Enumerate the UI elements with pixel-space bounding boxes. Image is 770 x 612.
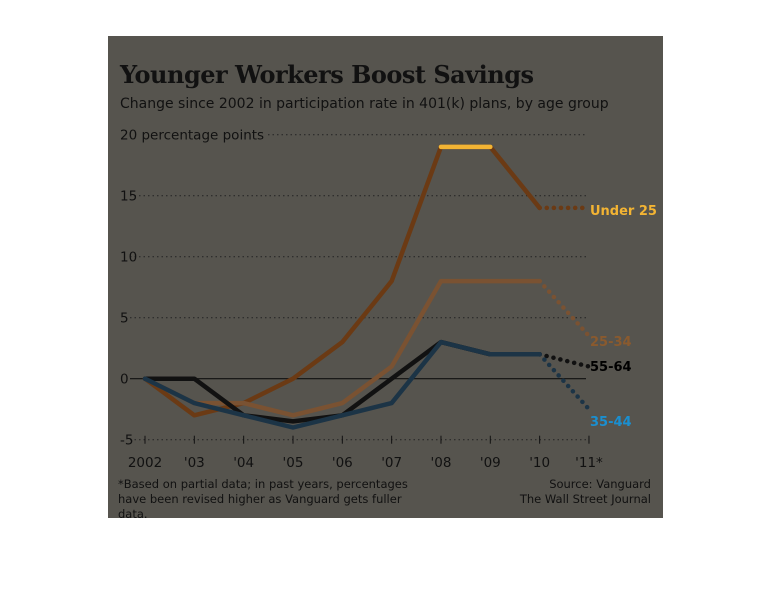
x-tick-label: 2002 — [128, 455, 162, 471]
series-line-25-34 — [142, 278, 542, 418]
series-label-25-34: 25-34 — [590, 335, 632, 350]
credits: Source: Vanguard The Wall Street Journal — [520, 477, 651, 507]
series-label-under-25: Under 25 — [590, 204, 657, 219]
y-tick-label: -5 — [120, 433, 133, 449]
x-tick-label: '10 — [529, 455, 550, 471]
y-tick-label: 5 — [120, 311, 129, 327]
series-label-55-64: 55-64 — [590, 360, 632, 375]
x-tick-label: '04 — [233, 455, 254, 471]
footnote: *Based on partial data; in past years, p… — [118, 477, 408, 521]
series-partial-25-34 — [537, 278, 592, 339]
y-tick-label: 15 — [120, 189, 137, 205]
y-tick-label: 10 — [120, 250, 137, 266]
y-tick-label: 20 percentage points — [120, 128, 264, 144]
chart-subtitle: Change since 2002 in participation rate … — [120, 96, 609, 112]
publisher-label: The Wall Street Journal — [519, 492, 651, 506]
x-tick-label: '03 — [184, 455, 205, 471]
series-label-35-44: 35-44 — [590, 415, 632, 430]
x-tick-label: '09 — [480, 455, 501, 471]
source-label: Source: Vanguard — [549, 477, 651, 491]
x-tick-label: '08 — [431, 455, 452, 471]
chart-panel: Younger Workers Boost Savings Change sin… — [108, 36, 663, 521]
x-tick-label: '06 — [332, 455, 353, 471]
series-line-35-44 — [142, 339, 542, 430]
x-tick-label: '05 — [283, 455, 304, 471]
series-partial-35-44 — [537, 352, 592, 412]
y-tick-label: 0 — [120, 372, 129, 388]
series-partial-55-64 — [537, 352, 592, 369]
chart-title: Younger Workers Boost Savings — [120, 60, 534, 89]
x-tick-label: '07 — [381, 455, 402, 471]
x-tick-label: '11* — [575, 455, 603, 471]
line-chart: -5 0 5 10 15 20 percentage points 2002 '03 '04 '0… — [120, 128, 657, 471]
